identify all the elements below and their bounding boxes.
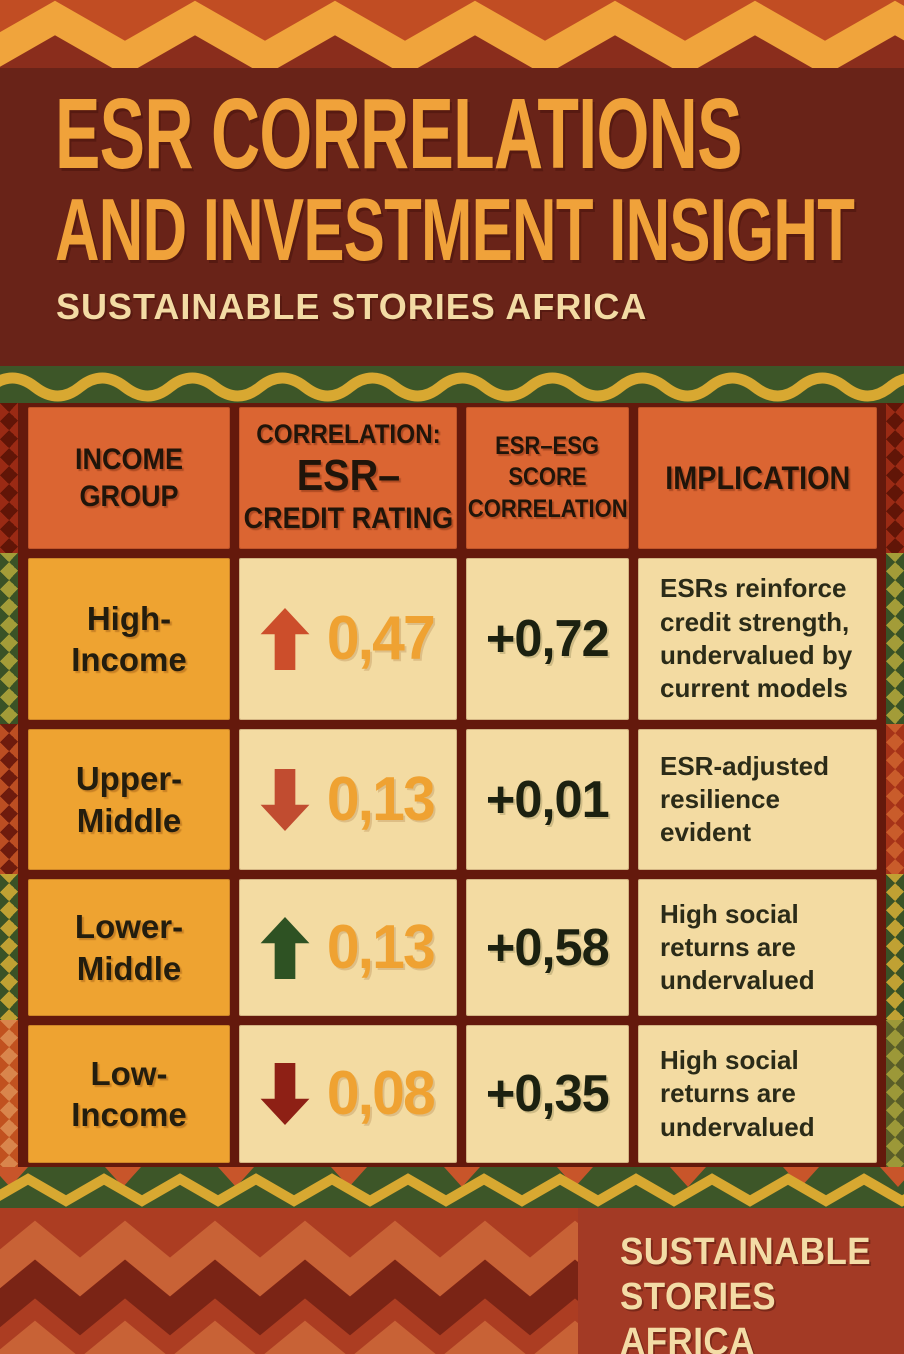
subtitle: SUSTAINABLE STORIES AFRICA — [56, 286, 648, 327]
column-header-income-group: INCOME GROUP — [28, 407, 230, 549]
row-4-income-group-cell: Low- Income — [28, 1025, 230, 1163]
brand-logo-text: SUSTAINABLE STORIES AFRICA — [620, 1230, 871, 1354]
row-4-esr-esg-cell: +0,35 — [466, 1025, 629, 1163]
right-pattern-segment — [886, 553, 904, 724]
table-grid: INCOME GROUP CORRELATION: ESR– CREDIT RA… — [18, 403, 886, 1167]
correlation-table: INCOME GROUP CORRELATION: ESR– CREDIT RA… — [0, 403, 904, 1167]
row-1-esr-esg-cell: +0,72 — [466, 558, 629, 720]
esr-esg-value: +0,58 — [486, 918, 610, 977]
column-header-esr-esg-correlation: ESR–ESG SCORE CORRELATION — [466, 407, 629, 549]
esr-esg-value: +0,01 — [486, 770, 610, 829]
esr-esg-value: +0,72 — [486, 610, 610, 668]
esr-credit-value: 0,13 — [326, 912, 435, 982]
column-header-esr-credit-correlation: CORRELATION: ESR– CREDIT RATING — [239, 407, 457, 549]
esr-esg-value: +0,35 — [486, 1065, 610, 1123]
left-pattern-segment — [0, 874, 18, 1020]
footer-chevron-pattern — [0, 1208, 904, 1354]
right-border-pattern — [886, 403, 904, 1167]
row-2-esr-credit-cell: 0,13 — [239, 729, 457, 870]
right-pattern-segment — [886, 724, 904, 874]
row-2-esr-esg-cell: +0,01 — [466, 729, 629, 870]
row-4-esr-credit-cell: 0,08 — [239, 1025, 457, 1163]
down-arrow-icon — [260, 768, 310, 831]
esr-credit-value: 0,47 — [326, 604, 435, 673]
row-3-implication-cell: High social returns are undervalued — [638, 879, 877, 1016]
esr-credit-value: 0,08 — [326, 1059, 435, 1128]
row-1-income-group-cell: High- Income — [28, 558, 230, 720]
row-3-esr-credit-cell: 0,13 — [239, 879, 457, 1016]
esr-credit-value: 0,13 — [326, 764, 435, 834]
brand-line: AFRICA — [620, 1321, 755, 1354]
left-border-pattern — [0, 403, 18, 1167]
row-2-income-group-cell: Upper- Middle — [28, 729, 230, 870]
row-1-implication-cell: ESRs reinforce credit strength, underval… — [638, 558, 877, 720]
title-line-2: AND INVESTMENT INSIGHT — [55, 180, 855, 279]
right-pattern-segment — [886, 1020, 904, 1167]
row-3-esr-esg-cell: +0,58 — [466, 879, 629, 1016]
brand-line: STORIES — [620, 1276, 777, 1318]
row-2-implication-cell: ESR-adjusted resilience evident — [638, 729, 877, 870]
up-arrow-icon — [260, 608, 310, 670]
up-arrow-icon — [260, 916, 310, 979]
down-arrow-icon — [260, 1063, 310, 1125]
top-chevron-border — [0, 0, 904, 68]
row-1-esr-credit-cell: 0,47 — [239, 558, 457, 720]
row-4-implication-cell: High social returns are undervalued — [638, 1025, 877, 1163]
left-pattern-segment — [0, 553, 18, 724]
left-pattern-segment — [0, 1020, 18, 1167]
right-pattern-segment — [886, 403, 904, 553]
brand-line: SUSTAINABLE — [620, 1231, 872, 1273]
zigzag-divider — [0, 1167, 904, 1208]
right-pattern-segment — [886, 874, 904, 1020]
left-pattern-segment — [0, 403, 18, 553]
title-line-1: ESR CORRELATIONS — [55, 78, 742, 190]
row-3-income-group-cell: Lower- Middle — [28, 879, 230, 1016]
wave-divider — [0, 366, 904, 403]
left-pattern-segment — [0, 724, 18, 874]
column-header-implication: IMPLICATION — [638, 407, 877, 549]
